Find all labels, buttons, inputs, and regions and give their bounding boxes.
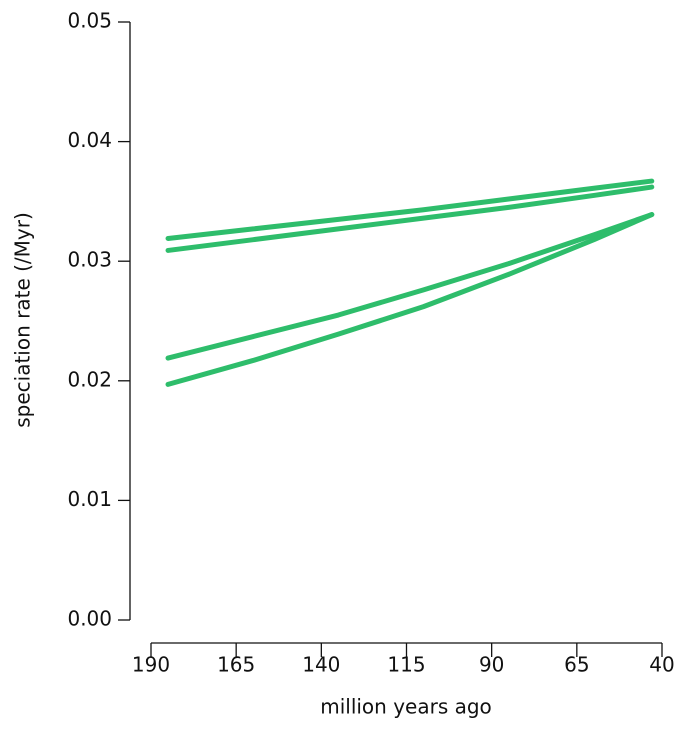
line bbox=[165, 212, 655, 387]
line bbox=[165, 184, 655, 253]
line bbox=[165, 178, 655, 241]
y-tick-label: 0.02 bbox=[67, 367, 112, 391]
y-tick-label: 0.00 bbox=[67, 607, 112, 631]
x-tick-label: 65 bbox=[564, 653, 589, 677]
y-tick-label: 0.03 bbox=[67, 248, 112, 272]
x-tick-label: 90 bbox=[479, 653, 504, 677]
x-axis-title: million years ago bbox=[320, 695, 492, 719]
x-tick-label: 140 bbox=[302, 653, 340, 677]
x-tick-label: 190 bbox=[132, 653, 170, 677]
line bbox=[165, 212, 655, 361]
y-tick-label: 0.04 bbox=[67, 128, 112, 152]
x-tick-label: 40 bbox=[649, 653, 674, 677]
y-axis-title: speciation rate (/Myr) bbox=[11, 212, 35, 428]
x-tick-label: 165 bbox=[217, 653, 255, 677]
x-tick-label: 115 bbox=[387, 653, 425, 677]
y-tick-label: 0.05 bbox=[67, 9, 112, 33]
y-tick-label: 0.01 bbox=[67, 487, 112, 511]
